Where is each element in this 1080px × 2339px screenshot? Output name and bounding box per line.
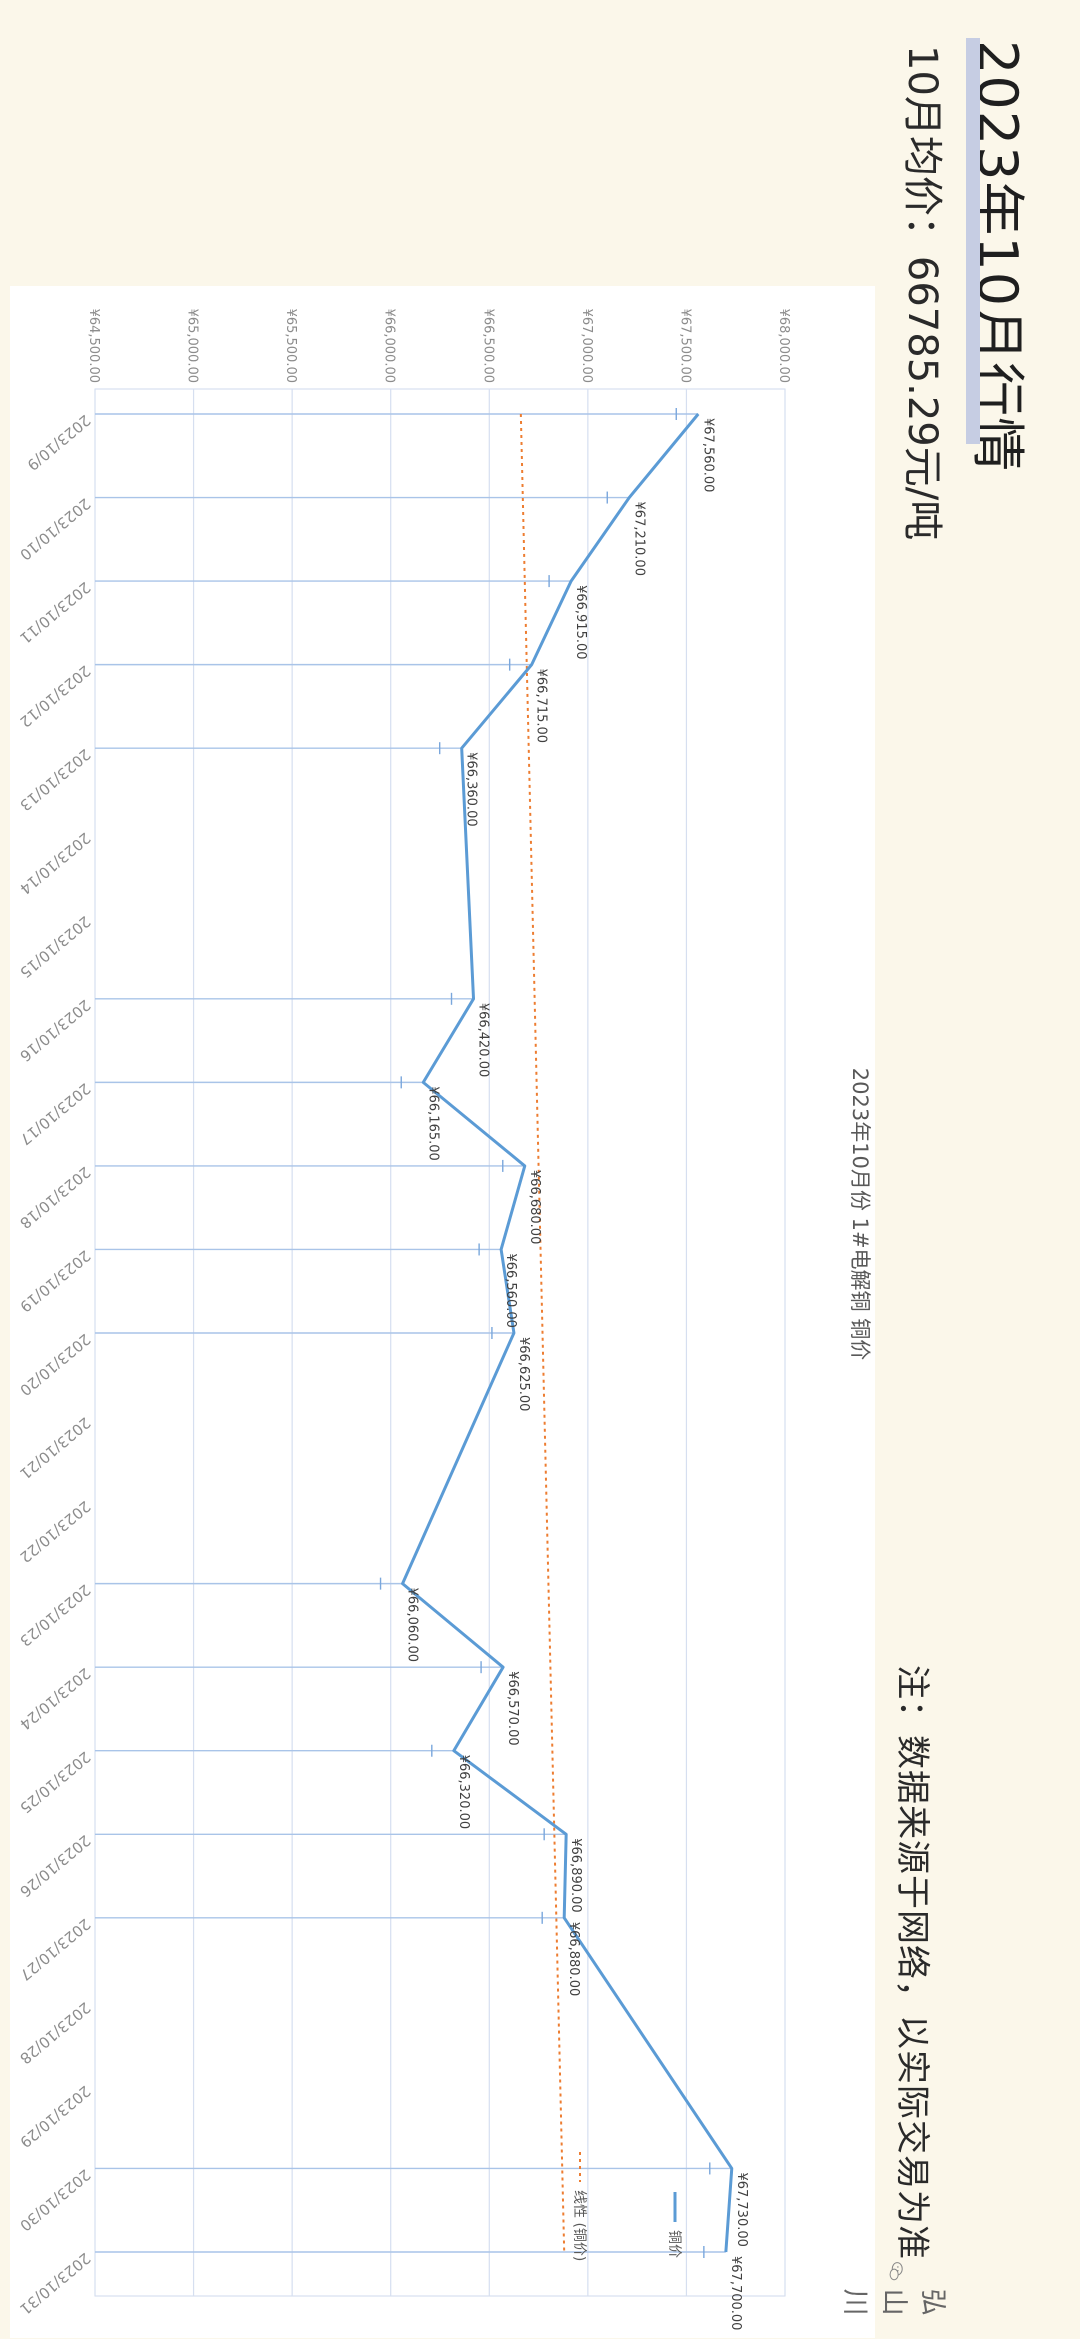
x-tick-label: 2023/10/28 bbox=[16, 1998, 94, 2067]
x-tick-label: 2023/10/24 bbox=[16, 1664, 94, 1733]
y-tick-label: ¥65,500.00 bbox=[283, 309, 298, 383]
x-tick-label: 2023/10/31 bbox=[16, 2249, 94, 2318]
data-label: ¥66,625.00 bbox=[516, 1337, 531, 1411]
data-label: ¥66,570.00 bbox=[505, 1671, 520, 1745]
source-note: 注：数据来源于网络，以实际交易为准 bbox=[892, 1665, 932, 2260]
chart-title: 2023年10月份 1#电解铜 铜价 bbox=[848, 1068, 872, 1360]
x-tick-label: 2023/10/23 bbox=[16, 1581, 94, 1650]
data-label: ¥66,060.00 bbox=[405, 1588, 420, 1662]
x-tick-label: 2023/10/21 bbox=[16, 1413, 94, 1482]
y-tick-label: ¥67,000.00 bbox=[579, 309, 594, 383]
data-label: ¥67,210.00 bbox=[631, 502, 646, 576]
data-label: ¥67,730.00 bbox=[734, 2172, 749, 2246]
data-label: ¥66,915.00 bbox=[573, 585, 588, 659]
chart-panel: ¥64,500.00 ¥65,000.00 ¥65,500.00 ¥66,000.00… bbox=[10, 286, 875, 2338]
watermark: 弘山川 bbox=[838, 2262, 955, 2339]
x-tick-label: 2023/10/10 bbox=[16, 494, 94, 563]
y-tick-label: ¥64,500.00 bbox=[86, 309, 101, 383]
data-label: ¥66,715.00 bbox=[534, 669, 549, 743]
x-tick-label: 2023/10/17 bbox=[16, 1079, 94, 1148]
x-tick-label: 2023/10/27 bbox=[16, 1915, 94, 1984]
legend-label-trend: 线性 (铜价) bbox=[571, 2190, 587, 2261]
y-tick-label: ¥67,500.00 bbox=[677, 309, 692, 383]
x-tick-label: 2023/10/11 bbox=[16, 578, 94, 647]
x-tick-label: 2023/10/9 bbox=[24, 411, 94, 474]
x-tick-label: 2023/10/12 bbox=[16, 662, 94, 731]
x-tick-label: 2023/10/26 bbox=[16, 1831, 94, 1900]
y-tick-label: ¥65,000.00 bbox=[185, 309, 200, 383]
x-tick-label: 2023/10/18 bbox=[16, 1163, 94, 1232]
data-label: ¥66,680.00 bbox=[527, 1170, 542, 1244]
x-tick-label: 2023/10/22 bbox=[16, 1497, 94, 1566]
data-label: ¥66,560.00 bbox=[503, 1253, 518, 1327]
trendline bbox=[519, 413, 566, 2253]
y-tick-label: ¥66,500.00 bbox=[480, 309, 495, 383]
data-label: ¥67,700.00 bbox=[728, 2256, 743, 2330]
x-tick-label: 2023/10/19 bbox=[16, 1246, 94, 1315]
y-tick-label: ¥68,000.00 bbox=[776, 309, 791, 383]
title-underline bbox=[966, 38, 980, 444]
data-label: ¥66,420.00 bbox=[476, 1003, 491, 1077]
data-label: ¥66,890.00 bbox=[568, 1838, 583, 1912]
data-label: ¥66,320.00 bbox=[456, 1755, 471, 1829]
x-tick-label: 2023/10/30 bbox=[16, 2165, 94, 2234]
series-line bbox=[401, 413, 734, 2253]
copper-price-chart: ¥64,500.00 ¥65,000.00 ¥65,500.00 ¥66,000.00… bbox=[16, 309, 872, 2331]
x-tick-label: 2023/10/15 bbox=[16, 912, 94, 981]
average-price-subtitle: 10月均价：66785.29元/吨 bbox=[899, 45, 945, 541]
x-tick-label: 2023/10/16 bbox=[16, 996, 94, 1065]
x-tick-label: 2023/10/13 bbox=[16, 745, 94, 814]
x-tick-label: 2023/10/25 bbox=[16, 1748, 94, 1817]
x-tick-label: 2023/10/20 bbox=[16, 1330, 94, 1399]
watermark-text: 弘山川 bbox=[839, 2288, 948, 2316]
x-tick-label: 2023/10/29 bbox=[16, 2082, 94, 2151]
data-label: ¥66,880.00 bbox=[566, 1922, 581, 1996]
y-tick-label: ¥66,000.00 bbox=[382, 309, 397, 383]
data-label: ¥66,360.00 bbox=[464, 752, 479, 826]
legend-label-series: 铜价 bbox=[666, 2230, 682, 2258]
data-label: ¥66,165.00 bbox=[425, 1086, 440, 1160]
x-tick-label: 2023/10/14 bbox=[16, 829, 94, 898]
plot-frame bbox=[94, 388, 786, 2297]
wechat-icon bbox=[890, 2262, 904, 2281]
data-label: ¥67,560.00 bbox=[700, 418, 715, 492]
